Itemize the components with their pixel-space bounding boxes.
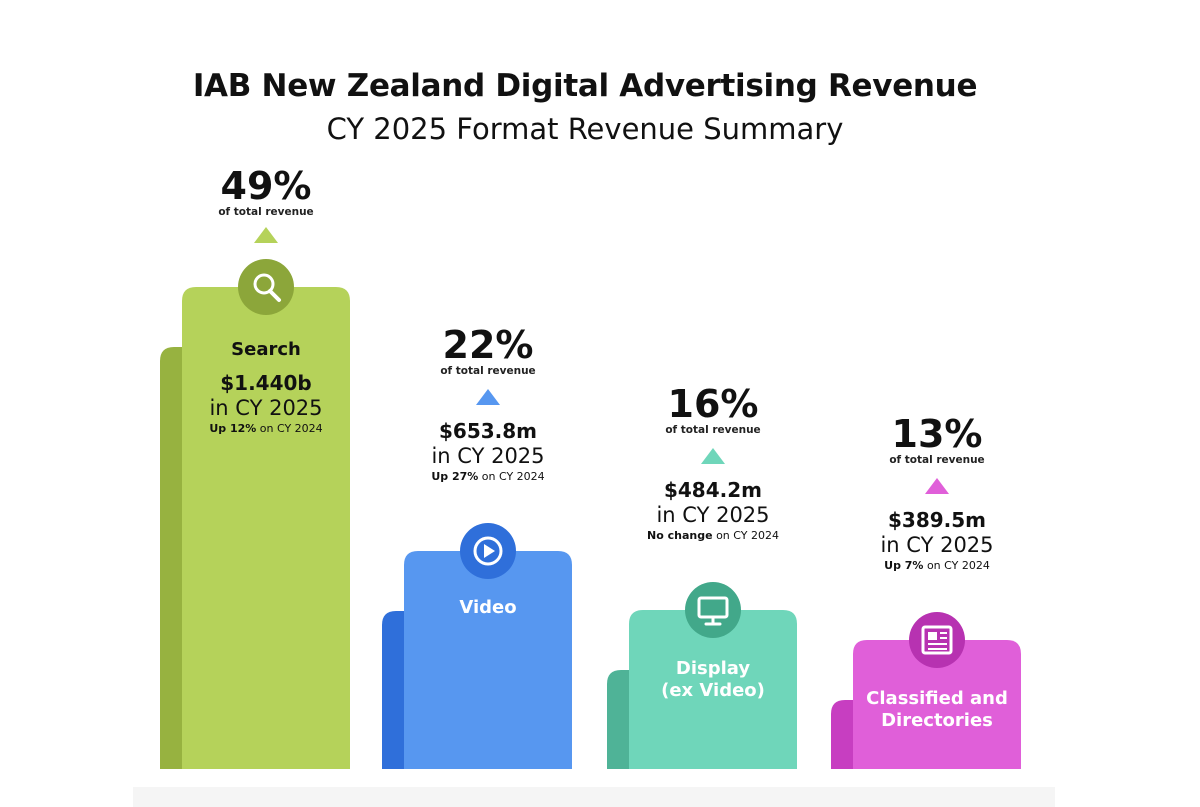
monitor-icon xyxy=(685,582,741,638)
up-arrow-icon xyxy=(254,227,278,243)
up-arrow-icon xyxy=(925,478,949,494)
bar-display-ex-video xyxy=(629,610,797,769)
percent-value: 16% xyxy=(667,382,759,426)
search-icon xyxy=(238,259,294,315)
play-icon xyxy=(460,523,516,579)
percent-share: 13% of total revenue xyxy=(889,414,984,467)
revenue-period: in CY 2025 xyxy=(656,503,770,527)
revenue-amount: $389.5m xyxy=(887,508,987,532)
percent-label: of total revenue xyxy=(665,424,761,436)
category-label: Classified and Directories xyxy=(866,688,1008,731)
revenue-period: in CY 2025 xyxy=(209,396,323,420)
revenue-period: in CY 2025 xyxy=(880,533,994,557)
newspaper-icon xyxy=(909,612,965,668)
chart-subtitle: CY 2025 Format Revenue Summary xyxy=(326,112,844,146)
year-over-year-change: No change on CY 2024 xyxy=(647,529,779,542)
chart-title: IAB New Zealand Digital Advertising Reve… xyxy=(192,68,978,104)
revenue-stats: $484.2m in CY 2025 No change on CY 2024 xyxy=(647,478,779,544)
percent-label: of total revenue xyxy=(889,454,985,466)
year-over-year-change: Up 7% on CY 2024 xyxy=(884,559,990,572)
category-label: Display (ex Video) xyxy=(661,658,765,701)
footer-strip xyxy=(133,787,1055,807)
percent-label: of total revenue xyxy=(440,365,536,377)
percent-value: 13% xyxy=(891,412,983,456)
percent-share: 49% of total revenue xyxy=(218,166,313,219)
bar-search xyxy=(182,287,350,769)
percent-value: 49% xyxy=(220,164,312,208)
bar-classified-and-directories xyxy=(853,640,1021,769)
percent-share: 22% of total revenue xyxy=(440,325,535,378)
year-over-year-change: Up 27% on CY 2024 xyxy=(431,470,545,483)
percent-label: of total revenue xyxy=(218,206,314,218)
revenue-stats: $653.8m in CY 2025 Up 27% on CY 2024 xyxy=(431,419,544,485)
revenue-stats: $389.5m in CY 2025 Up 7% on CY 2024 xyxy=(880,508,993,574)
revenue-amount: $484.2m xyxy=(663,478,763,502)
percent-share: 16% of total revenue xyxy=(665,384,760,437)
revenue-period: in CY 2025 xyxy=(431,444,545,468)
bar-video xyxy=(404,551,572,769)
percent-value: 22% xyxy=(442,323,534,367)
revenue-amount: $1.440b xyxy=(220,371,312,395)
up-arrow-icon xyxy=(701,448,725,464)
category-label: Search xyxy=(231,339,301,360)
year-over-year-change: Up 12% on CY 2024 xyxy=(209,422,323,435)
revenue-amount: $653.8m xyxy=(438,419,538,443)
revenue-stats: $1.440b in CY 2025 Up 12% on CY 2024 xyxy=(209,371,322,437)
up-arrow-icon xyxy=(476,389,500,405)
category-label: Video xyxy=(459,597,517,618)
